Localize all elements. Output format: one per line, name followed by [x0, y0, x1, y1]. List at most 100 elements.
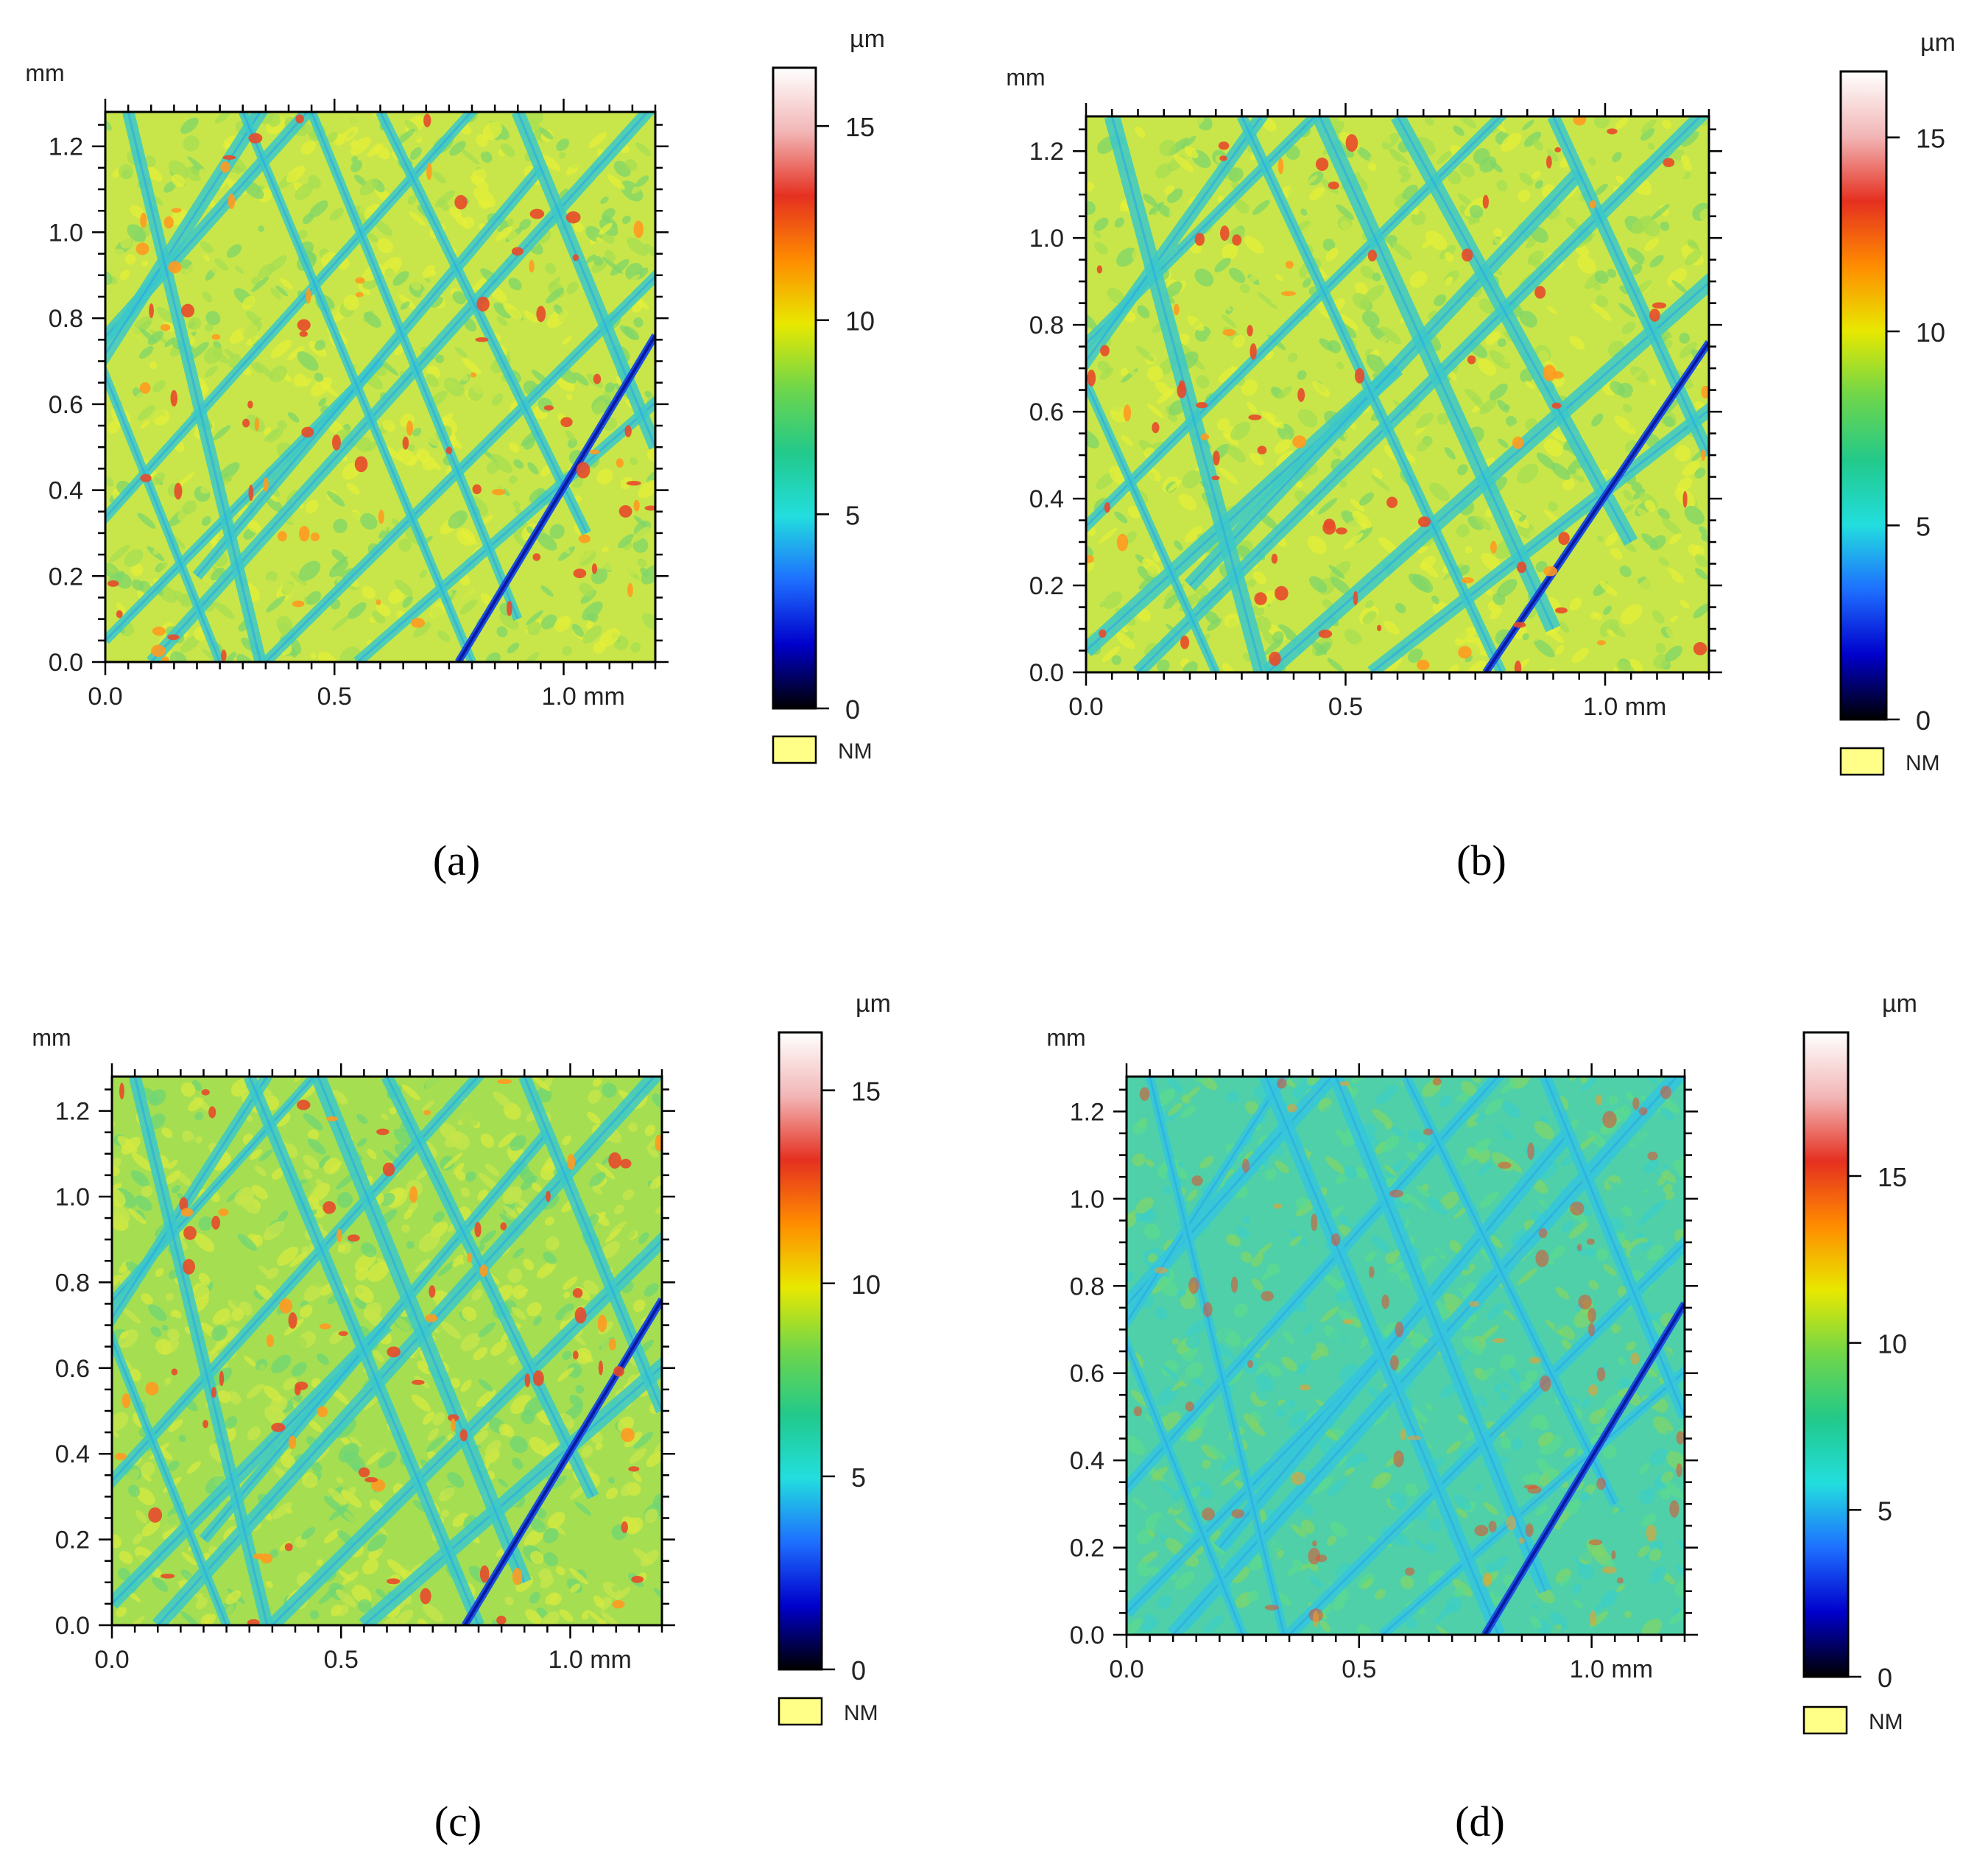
surface-texture [174, 1310, 182, 1319]
surface-texture [574, 222, 584, 233]
surface-texture [1584, 312, 1601, 329]
height-peak [295, 114, 304, 124]
surface-texture [1350, 499, 1365, 512]
height-peak [1242, 1158, 1249, 1173]
height-peak [445, 446, 453, 454]
surface-texture [195, 1596, 208, 1610]
surface-texture [1163, 1186, 1172, 1194]
surface-texture [1562, 478, 1575, 490]
surface-texture [569, 1394, 584, 1408]
surface-texture [1507, 423, 1520, 434]
surface-texture [443, 1152, 463, 1169]
groove-core [105, 112, 473, 519]
surface-texture [1462, 1336, 1484, 1356]
surface-texture [526, 1302, 542, 1317]
surface-texture [331, 549, 346, 563]
height-peak [1607, 128, 1618, 135]
surface-texture [1639, 1094, 1646, 1102]
y-tick-label: 0.8 [1070, 1272, 1104, 1300]
surface-texture [1453, 1494, 1472, 1511]
height-peak [1588, 1384, 1598, 1396]
surface-texture [1674, 445, 1691, 462]
surface-texture [609, 1221, 627, 1236]
surface-texture [572, 1334, 586, 1345]
surface-texture [563, 1291, 571, 1299]
height-peak [532, 1370, 544, 1387]
surface-texture [234, 265, 244, 274]
height-peak [183, 1225, 197, 1240]
height-peak [402, 436, 409, 450]
surface-texture [595, 1443, 603, 1451]
surface-texture [599, 628, 620, 647]
surface-texture [1679, 599, 1690, 609]
height-peak [1506, 1515, 1517, 1531]
surface-texture [1649, 1582, 1668, 1599]
surface-texture [1509, 392, 1522, 405]
surface-texture [445, 1131, 463, 1148]
surface-texture [556, 138, 570, 152]
surface-texture [1327, 1535, 1337, 1546]
surface-texture [307, 1418, 322, 1432]
surface-texture [1185, 1320, 1208, 1340]
surface-texture [1547, 149, 1559, 162]
surface-texture [227, 1390, 242, 1404]
surface-texture [1226, 1233, 1238, 1246]
height-peak [1701, 385, 1709, 399]
surface-texture [543, 1251, 557, 1264]
surface-texture [1643, 1158, 1660, 1174]
surface-texture [1649, 379, 1657, 386]
surface-texture [301, 123, 319, 139]
surface-texture [1417, 1607, 1426, 1615]
surface-texture [1612, 1507, 1619, 1513]
surface-texture [378, 527, 392, 539]
surface-texture [1673, 177, 1681, 186]
surface-texture [1431, 595, 1439, 605]
surface-texture [1180, 1293, 1196, 1309]
surface-texture [637, 558, 647, 568]
surface-texture [358, 1599, 372, 1613]
surface-texture [276, 616, 293, 632]
surface-texture [1593, 116, 1610, 129]
surface-texture [289, 1252, 308, 1267]
surface-texture [130, 563, 144, 577]
surface-texture [1127, 505, 1141, 519]
height-peak [1400, 1429, 1406, 1441]
surface-texture [281, 1395, 303, 1413]
height-peak [423, 1110, 431, 1116]
height-peak [1318, 630, 1333, 638]
surface-texture [1615, 117, 1628, 130]
surface-texture [1582, 1580, 1599, 1596]
surface-texture [504, 1596, 514, 1606]
surface-texture [230, 174, 238, 181]
surface-texture [512, 1247, 525, 1258]
surface-texture [1398, 165, 1409, 176]
height-peak [1596, 1094, 1603, 1106]
surface-texture [465, 1171, 476, 1183]
surface-texture [180, 1082, 196, 1097]
surface-texture [1412, 574, 1434, 593]
surface-texture [424, 276, 431, 284]
surface-texture [644, 1283, 659, 1297]
height-peak [1482, 194, 1490, 209]
surface-texture [1444, 252, 1454, 262]
surface-texture [1447, 664, 1460, 672]
surface-texture [1271, 1532, 1291, 1550]
height-peak [1220, 225, 1230, 242]
surface-texture [484, 1163, 500, 1177]
height-peak [298, 526, 310, 542]
height-peak [208, 1106, 216, 1119]
surface-texture [1263, 310, 1275, 323]
surface-texture [1526, 1370, 1537, 1382]
surface-texture [1457, 1448, 1466, 1456]
surface-texture [517, 1297, 527, 1306]
surface-texture [1478, 358, 1497, 376]
surface-texture [300, 380, 317, 394]
surface-texture [1665, 1430, 1681, 1445]
surface-texture [520, 1175, 537, 1191]
surface-texture [367, 1549, 380, 1561]
surface-texture [1549, 1626, 1562, 1635]
surface-texture [616, 1587, 631, 1600]
surface-texture [1453, 625, 1467, 640]
surface-texture [258, 1364, 266, 1370]
height-peak [1152, 422, 1160, 434]
